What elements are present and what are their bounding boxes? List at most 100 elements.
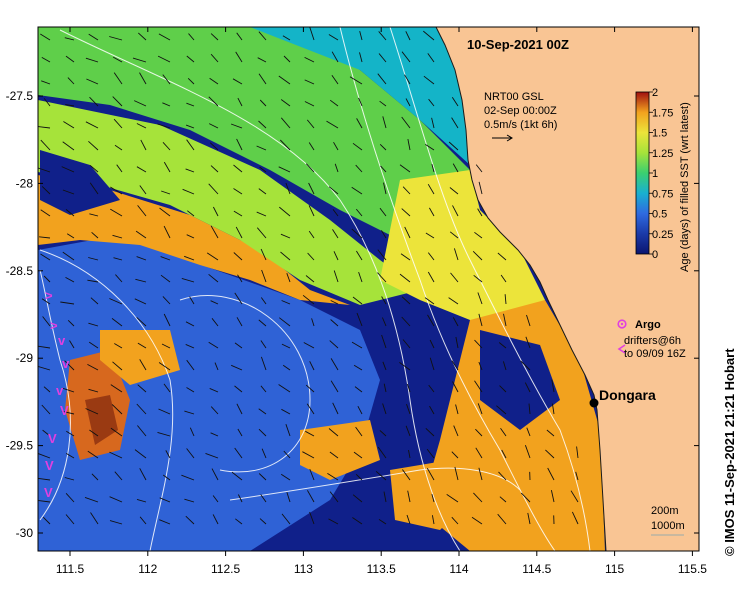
current-arrow bbox=[551, 403, 555, 415]
map-frame bbox=[37, 26, 700, 552]
current-arrow bbox=[451, 451, 459, 459]
current-arrow bbox=[40, 253, 51, 261]
current-arrow bbox=[65, 104, 75, 107]
current-arrow bbox=[184, 410, 195, 415]
drifter-legend-line1: drifters@6h bbox=[624, 335, 681, 347]
current-arrow bbox=[137, 342, 147, 349]
current-arrow bbox=[112, 96, 123, 107]
current-arrow bbox=[377, 249, 387, 261]
current-arrow bbox=[330, 319, 339, 327]
current-arrow bbox=[399, 164, 411, 173]
current-arrow bbox=[210, 53, 219, 63]
current-arrow bbox=[113, 118, 123, 129]
current-arrow bbox=[234, 292, 243, 305]
current-arrow bbox=[184, 498, 195, 503]
current-arrow bbox=[114, 343, 123, 349]
current-arrow bbox=[380, 165, 387, 173]
current-arrow bbox=[356, 312, 363, 327]
current-arrow bbox=[450, 272, 459, 283]
colorbar-tick-label: 1 bbox=[652, 168, 658, 180]
current-arrow bbox=[351, 186, 363, 195]
current-arrow bbox=[426, 448, 435, 459]
drifter-marker: v bbox=[62, 356, 70, 371]
current-arrow bbox=[89, 429, 99, 437]
current-arrow bbox=[258, 319, 267, 327]
current-arrow bbox=[256, 227, 267, 239]
vector-key-line2: 02-Sep 00:00Z bbox=[484, 105, 557, 117]
sst-orange-west-patch bbox=[100, 330, 180, 385]
current-arrow bbox=[526, 314, 531, 327]
argo-legend-label: Argo bbox=[635, 319, 661, 331]
current-arrow bbox=[281, 343, 291, 349]
current-arrow bbox=[379, 143, 387, 151]
colorbar-label: Age (days) of filled SST (wrt latest) bbox=[679, 102, 691, 272]
current-arrow bbox=[208, 273, 219, 283]
longitude-axis: 111.5 112 112.5 113 113.5 114 114.5 115 115.5 bbox=[56, 27, 707, 576]
current-arrow bbox=[38, 477, 51, 481]
sst-orange-south-patch bbox=[300, 420, 380, 480]
lon-tick-label: 115 bbox=[605, 562, 624, 576]
current-arrow bbox=[334, 163, 339, 173]
current-arrow bbox=[327, 473, 339, 481]
current-arrow bbox=[162, 296, 171, 305]
current-arrow bbox=[500, 427, 507, 437]
current-arrow bbox=[330, 300, 339, 305]
current-arrow bbox=[279, 317, 291, 327]
current-arrow bbox=[160, 274, 171, 283]
current-arrow bbox=[399, 273, 411, 283]
vector-key-line1: NRT00 GSL bbox=[484, 91, 544, 103]
current-arrow bbox=[431, 117, 435, 129]
current-arrow bbox=[212, 206, 219, 217]
current-arrow bbox=[547, 467, 555, 481]
lat-tick-label: -29.5 bbox=[6, 439, 34, 453]
current-arrow bbox=[352, 296, 363, 305]
current-arrow bbox=[452, 205, 459, 217]
current-arrow bbox=[353, 364, 363, 371]
current-arrow bbox=[355, 208, 363, 217]
current-arrow bbox=[90, 512, 99, 525]
lon-tick-label: 114 bbox=[449, 562, 468, 576]
current-arrow bbox=[136, 498, 147, 503]
current-arrow bbox=[62, 387, 75, 393]
current-arrow bbox=[109, 520, 123, 525]
current-arrow bbox=[504, 294, 507, 305]
current-arrow bbox=[406, 403, 411, 415]
lat-tick-label: -30 bbox=[16, 526, 34, 540]
current-arrow bbox=[61, 410, 75, 415]
current-arrow bbox=[233, 210, 243, 217]
current-arrow bbox=[162, 141, 171, 151]
current-arrow bbox=[256, 145, 267, 151]
current-arrow bbox=[496, 405, 507, 415]
current-arrow bbox=[281, 300, 291, 305]
dongara-marker bbox=[589, 398, 599, 408]
current-arrow bbox=[209, 142, 219, 151]
current-arrow bbox=[234, 447, 243, 459]
current-arrow bbox=[159, 497, 171, 503]
current-arrow bbox=[65, 492, 75, 503]
vector-key-line3: 0.5m/s (1kt 6h) bbox=[484, 119, 557, 131]
sst-blue-region bbox=[38, 235, 380, 551]
current-arrow bbox=[428, 98, 435, 107]
current-arrow bbox=[84, 496, 99, 503]
current-arrow bbox=[280, 233, 291, 239]
current-arrow bbox=[185, 168, 195, 173]
current-arrow bbox=[39, 236, 51, 239]
current-arrow bbox=[500, 274, 507, 283]
current-arrow bbox=[281, 513, 291, 525]
current-arrow bbox=[136, 166, 147, 173]
current-arrow bbox=[331, 75, 339, 85]
current-arrow bbox=[162, 102, 171, 107]
current-arrow bbox=[163, 161, 171, 173]
current-arrow bbox=[42, 429, 51, 437]
sst-lime-band bbox=[38, 100, 420, 305]
current-arrow bbox=[401, 296, 411, 305]
current-arrow bbox=[427, 271, 435, 283]
current-arrow bbox=[64, 37, 75, 41]
current-arrow bbox=[187, 77, 195, 85]
current-arrow bbox=[61, 166, 75, 173]
current-arrow bbox=[187, 210, 195, 217]
current-arrow bbox=[545, 449, 555, 459]
current-arrow bbox=[571, 511, 579, 525]
current-arrow bbox=[425, 232, 435, 239]
current-arrow bbox=[38, 345, 51, 349]
